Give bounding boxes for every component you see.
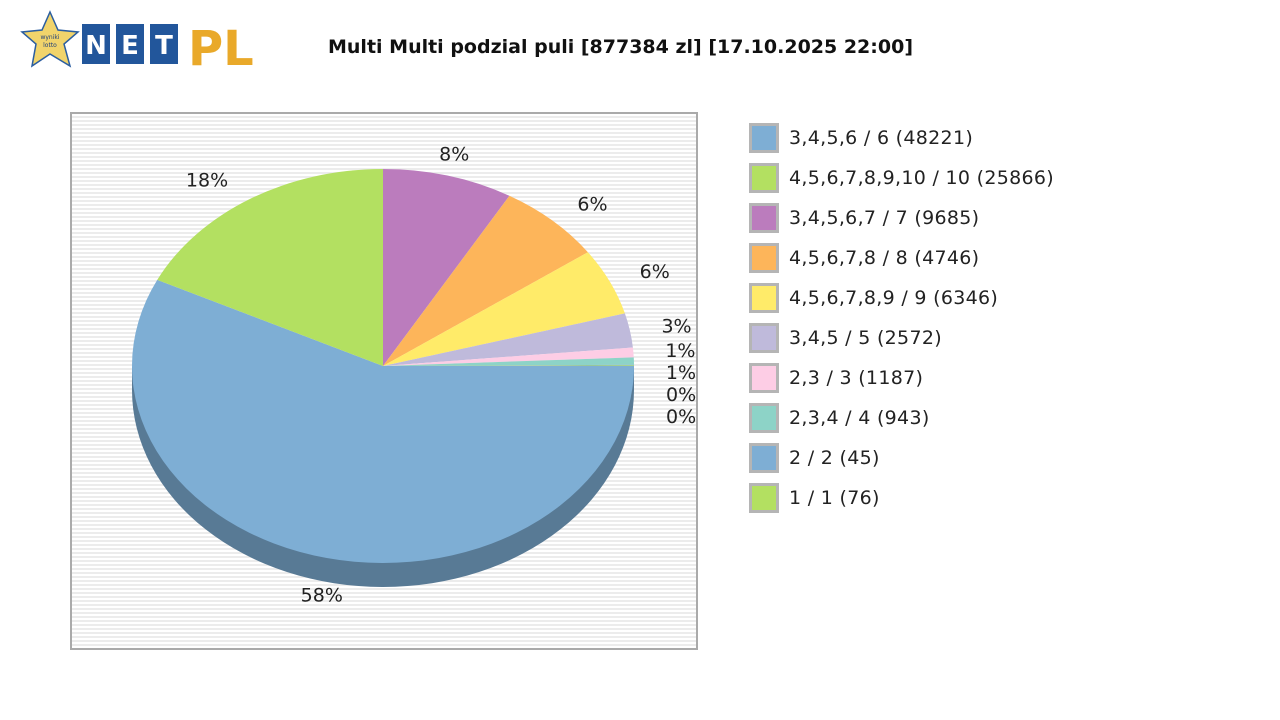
legend-item: 2,3,4 / 4 (943) [749, 403, 930, 433]
pie-slice [383, 364, 634, 366]
slice-label: 18% [186, 169, 228, 191]
slice-label: 3% [661, 315, 691, 337]
legend-item: 3,4,5,6 / 6 (48221) [749, 123, 973, 153]
slice-label: 0% [666, 384, 696, 406]
slice-label: 6% [577, 193, 607, 215]
slice-label: 0% [666, 406, 696, 428]
legend-item: 2,3 / 3 (1187) [749, 363, 923, 393]
svg-text:lotto: lotto [43, 42, 57, 49]
legend-item: 4,5,6,7,8,9 / 9 (6346) [749, 283, 998, 313]
pie-slice [383, 252, 625, 366]
legend-swatch [749, 483, 779, 513]
legend-swatch [749, 363, 779, 393]
legend-swatch [749, 243, 779, 273]
legend-label: 3,4,5,6 / 6 (48221) [789, 127, 974, 149]
pie-slice [132, 279, 635, 563]
legend-swatch [749, 323, 779, 353]
slice-label: 1% [666, 362, 696, 384]
star-icon [20, 10, 80, 68]
legend-label: 3,4,5,6,7 / 7 (9685) [789, 207, 980, 229]
legend-swatch [749, 443, 779, 473]
svg-text:PL: PL [188, 21, 254, 72]
legend-item: 1 / 1 (76) [749, 483, 880, 513]
legend-item: 4,5,6,7,8 / 8 (4746) [749, 243, 979, 273]
pie-slice [383, 365, 634, 366]
slice-label: 58% [301, 584, 343, 606]
legend-label: 3,4,5 / 5 (2572) [789, 327, 942, 349]
legend-item: 4,5,6,7,8,9,10 / 10 (25866) [749, 163, 1054, 193]
pie-slice [383, 195, 588, 366]
legend-swatch [749, 203, 779, 233]
legend-swatch [749, 163, 779, 193]
pie-slice [383, 313, 633, 366]
netpl-logo: wyniki lotto N E T PL [20, 10, 254, 72]
slice-label: 6% [640, 261, 670, 283]
legend-swatch [749, 403, 779, 433]
legend-label: 4,5,6,7,8,9 / 9 (6346) [789, 287, 999, 309]
legend-label: 1 / 1 (76) [789, 487, 880, 509]
pie-slice [383, 347, 634, 366]
svg-text:T: T [155, 31, 173, 61]
pie-slice [383, 357, 634, 366]
legend-label: 2,3 / 3 (1187) [789, 367, 924, 389]
pie-slice [157, 169, 383, 366]
legend-label: 2,3,4 / 4 (943) [789, 407, 930, 429]
legend-item: 3,4,5,6,7 / 7 (9685) [749, 203, 979, 233]
svg-text:E: E [121, 31, 139, 61]
slice-label: 1% [665, 340, 695, 362]
legend-item: 3,4,5 / 5 (2572) [749, 323, 942, 353]
pie-slice [383, 169, 510, 366]
slice-label: 8% [439, 144, 469, 166]
legend-item: 2 / 2 (45) [749, 443, 880, 473]
chart-title: Multi Multi podzial puli [877384 zl] [17… [328, 36, 914, 58]
legend-label: 2 / 2 (45) [789, 447, 880, 469]
svg-text:wyniki: wyniki [40, 34, 59, 41]
svg-text:N: N [85, 31, 107, 61]
legend-label: 4,5,6,7,8,9,10 / 10 (25866) [789, 167, 1055, 189]
legend-swatch [749, 123, 779, 153]
legend-swatch [749, 283, 779, 313]
legend-label: 4,5,6,7,8 / 8 (4746) [789, 247, 980, 269]
